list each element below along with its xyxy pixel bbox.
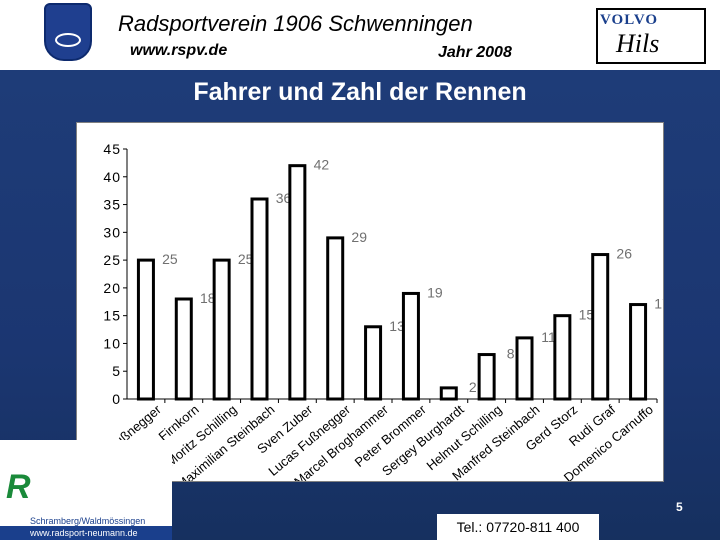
data-label: 2 [469, 379, 477, 395]
bar [553, 314, 572, 401]
y-tick-label: 30 [103, 224, 121, 240]
bar [439, 386, 458, 401]
bar [174, 297, 193, 401]
sponsor-r-icon: R [6, 468, 31, 506]
data-label: 15 [579, 307, 595, 323]
data-label: 11 [541, 329, 556, 345]
data-label: 29 [351, 229, 367, 245]
club-logo [44, 3, 92, 61]
y-tick-label: 10 [103, 335, 121, 351]
bar [212, 258, 231, 401]
club-url: www.rspv.de [130, 42, 228, 59]
y-tick-label: 0 [112, 391, 121, 407]
bar [591, 253, 610, 401]
chart-frame: 05101520253035404525Moritz Fußnegger18Fi… [76, 122, 670, 492]
y-tick-label: 25 [103, 252, 121, 268]
y-tick-label: 35 [103, 197, 121, 213]
y-tick-label: 15 [103, 308, 121, 324]
bar [326, 236, 345, 401]
data-label: 26 [616, 246, 632, 262]
y-tick-label: 40 [103, 169, 121, 185]
bar [288, 164, 307, 401]
club-title: Radsportverein 1906 Schwenningen [118, 11, 473, 36]
bar [250, 197, 269, 401]
y-tick-label: 5 [112, 363, 121, 379]
bar-chart: 05101520253035404525Moritz Fußnegger18Fi… [76, 141, 670, 492]
data-label: 13 [389, 318, 405, 334]
sponsor-hils: Hils [616, 29, 660, 58]
bar [629, 303, 648, 401]
slide-title: Fahrer und Zahl der Rennen [193, 78, 527, 106]
bar [515, 336, 534, 401]
y-tick-label: 20 [103, 280, 121, 296]
sponsor-tagline: Schramberg/Waldmössingen [30, 516, 146, 526]
year-label: Jahr 2008 [438, 44, 512, 61]
sponsor-volvo: VOLVO [600, 12, 659, 28]
sponsor-logo: VOLVO Hils [596, 8, 706, 64]
data-label: 25 [162, 251, 178, 267]
bicycle-icon [55, 33, 81, 47]
sponsor-url: www.radsport-neumann.de [30, 528, 138, 538]
bar [477, 353, 496, 401]
data-label: 17 [654, 296, 663, 312]
page-number: 5 [676, 500, 683, 514]
bar [401, 291, 420, 401]
data-label: 8 [507, 346, 515, 362]
sponsor-logo-bottom: R Schramberg/Waldmössingen www.radsport-… [0, 440, 172, 540]
data-label: 19 [427, 284, 443, 300]
data-label: 18 [200, 290, 216, 306]
phone-number: Tel.: 07720-811 400 [437, 514, 599, 540]
bar [136, 258, 155, 401]
header: Radsportverein 1906 Schwenningen www.rsp… [0, 0, 720, 70]
y-tick-label: 45 [103, 141, 121, 157]
data-label: 42 [314, 157, 330, 173]
data-label: 25 [238, 251, 254, 267]
bar [364, 325, 383, 401]
sponsor-strip [0, 526, 172, 540]
data-label: 36 [276, 190, 292, 206]
